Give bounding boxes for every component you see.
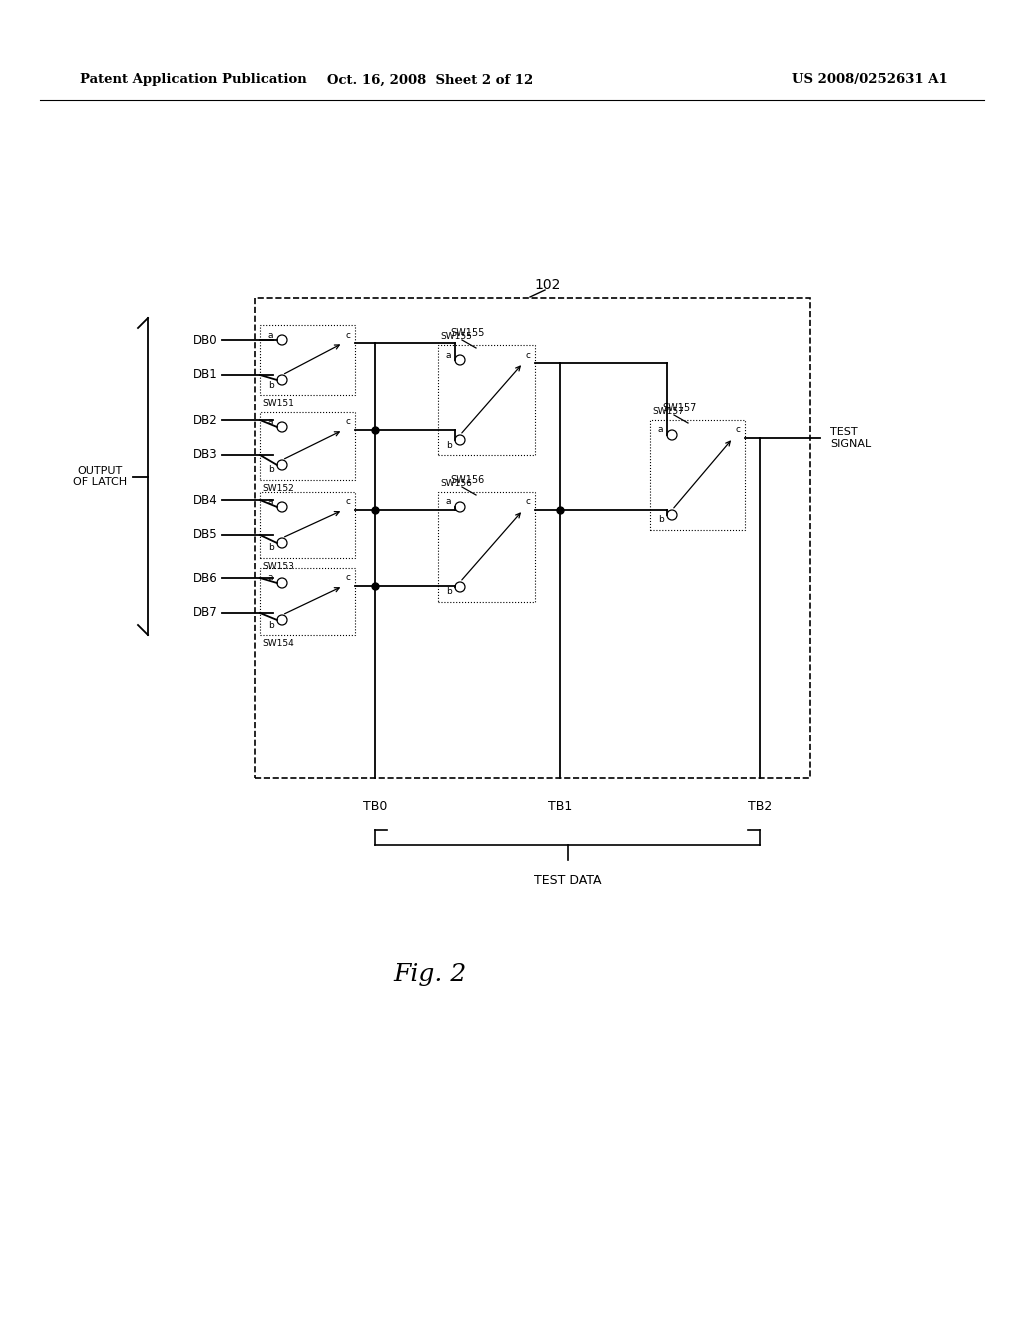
Text: SW156: SW156 (450, 475, 484, 484)
Text: TEST
SIGNAL: TEST SIGNAL (830, 428, 871, 449)
Text: a: a (658, 425, 664, 434)
Text: c: c (345, 573, 350, 582)
Text: a: a (268, 573, 273, 582)
Text: TEST DATA: TEST DATA (534, 874, 601, 887)
Bar (438, 345, 535, 455)
Text: b: b (268, 380, 273, 389)
Text: DB4: DB4 (194, 494, 218, 507)
Bar (260, 492, 355, 558)
Text: TB1: TB1 (548, 800, 572, 813)
Text: SW154: SW154 (262, 639, 294, 648)
Bar (438, 492, 535, 602)
Text: DB3: DB3 (194, 449, 218, 462)
Text: SW156: SW156 (440, 479, 472, 488)
Text: SW152: SW152 (262, 484, 294, 492)
Text: a: a (446, 351, 452, 359)
Text: SW155: SW155 (440, 333, 472, 341)
Bar (260, 325, 355, 395)
Text: c: c (525, 498, 530, 507)
Text: SW157: SW157 (652, 407, 684, 416)
Text: c: c (345, 417, 350, 426)
Text: TB0: TB0 (362, 800, 387, 813)
Text: b: b (268, 544, 273, 553)
Text: DB1: DB1 (194, 368, 218, 381)
Text: DB2: DB2 (194, 413, 218, 426)
Text: c: c (345, 498, 350, 507)
Text: OUTPUT
OF LATCH: OUTPUT OF LATCH (73, 466, 127, 487)
Bar (255, 298, 810, 777)
Text: c: c (735, 425, 740, 434)
Text: Patent Application Publication: Patent Application Publication (80, 74, 307, 87)
Text: a: a (268, 498, 273, 507)
Text: SW157: SW157 (662, 403, 696, 413)
Text: b: b (446, 441, 452, 450)
Text: US 2008/0252631 A1: US 2008/0252631 A1 (793, 74, 948, 87)
Bar (260, 412, 355, 480)
Text: b: b (268, 620, 273, 630)
Text: DB6: DB6 (194, 572, 218, 585)
Text: Oct. 16, 2008  Sheet 2 of 12: Oct. 16, 2008 Sheet 2 of 12 (327, 74, 534, 87)
Bar (650, 420, 745, 531)
Text: SW155: SW155 (450, 327, 484, 338)
Text: Fig. 2: Fig. 2 (393, 964, 467, 986)
Text: DB5: DB5 (194, 528, 218, 541)
Text: a: a (268, 330, 273, 339)
Text: DB0: DB0 (194, 334, 218, 346)
Text: TB2: TB2 (748, 800, 772, 813)
Text: b: b (268, 466, 273, 474)
Text: c: c (525, 351, 530, 359)
Text: c: c (345, 330, 350, 339)
Text: b: b (658, 516, 664, 524)
Text: DB7: DB7 (194, 606, 218, 619)
Text: a: a (268, 417, 273, 426)
Text: a: a (446, 498, 452, 507)
Text: SW151: SW151 (262, 399, 294, 408)
Text: b: b (446, 587, 452, 597)
Text: SW153: SW153 (262, 562, 294, 572)
Text: 102: 102 (535, 279, 561, 292)
Bar (260, 568, 355, 635)
